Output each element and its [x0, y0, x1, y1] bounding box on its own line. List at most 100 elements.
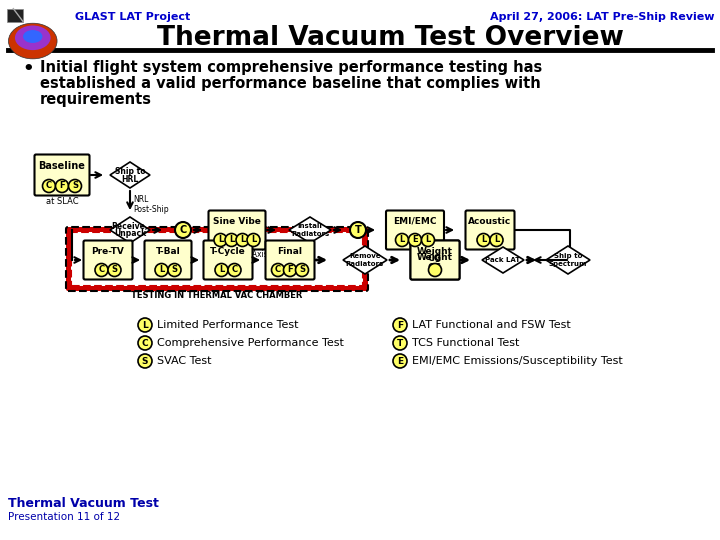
- Circle shape: [421, 233, 434, 246]
- Text: Comprehensive Performance Test: Comprehensive Performance Test: [157, 338, 344, 348]
- Text: Radiators: Radiators: [346, 261, 384, 267]
- Text: EMI/EMC Emissions/Susceptibility Test: EMI/EMC Emissions/Susceptibility Test: [412, 356, 623, 366]
- Text: C: C: [231, 266, 238, 274]
- Text: SVAC Test: SVAC Test: [157, 356, 212, 366]
- Text: L: L: [142, 321, 148, 329]
- Circle shape: [42, 179, 55, 192]
- Circle shape: [408, 233, 421, 246]
- Circle shape: [138, 354, 152, 368]
- Text: April 27, 2006: LAT Pre-Ship Review: April 27, 2006: LAT Pre-Ship Review: [490, 12, 715, 22]
- Text: Presentation 11 of 12: Presentation 11 of 12: [8, 512, 120, 522]
- Text: Limited Performance Test: Limited Performance Test: [157, 320, 299, 330]
- Polygon shape: [289, 217, 331, 243]
- Circle shape: [393, 336, 407, 350]
- Text: Receive,: Receive,: [112, 221, 148, 231]
- Circle shape: [395, 233, 408, 246]
- Circle shape: [236, 233, 249, 246]
- Text: C: C: [142, 339, 148, 348]
- Text: Unpack: Unpack: [114, 230, 146, 239]
- Text: C: C: [99, 266, 104, 274]
- Circle shape: [175, 222, 191, 238]
- Ellipse shape: [9, 23, 57, 59]
- Polygon shape: [110, 162, 150, 188]
- Polygon shape: [110, 217, 150, 243]
- Text: Thermal Vacuum Test Overview: Thermal Vacuum Test Overview: [156, 25, 624, 51]
- Circle shape: [95, 264, 108, 276]
- Circle shape: [68, 179, 81, 192]
- Text: T: T: [397, 339, 403, 348]
- Circle shape: [138, 318, 152, 332]
- Polygon shape: [482, 247, 524, 273]
- Text: •: •: [22, 60, 34, 78]
- Text: Ship to: Ship to: [114, 166, 145, 176]
- FancyBboxPatch shape: [209, 211, 266, 249]
- Text: Ship to: Ship to: [554, 253, 582, 259]
- Text: T-Bal: T-Bal: [156, 247, 181, 256]
- Text: L: L: [494, 235, 499, 245]
- Text: CG: CG: [428, 264, 442, 273]
- Bar: [7, 9, 23, 22]
- Circle shape: [350, 222, 366, 238]
- FancyBboxPatch shape: [410, 240, 459, 280]
- Circle shape: [228, 264, 241, 276]
- Text: C: C: [179, 225, 186, 235]
- Text: Pack LAT: Pack LAT: [485, 257, 521, 263]
- Ellipse shape: [15, 25, 50, 50]
- Text: L: L: [426, 235, 431, 245]
- Text: L: L: [219, 266, 224, 274]
- Text: F: F: [397, 321, 403, 329]
- Circle shape: [393, 354, 407, 368]
- FancyBboxPatch shape: [145, 240, 192, 280]
- Text: F: F: [287, 266, 293, 274]
- Polygon shape: [343, 246, 387, 274]
- Circle shape: [393, 318, 407, 332]
- FancyBboxPatch shape: [266, 240, 315, 280]
- Text: requirements: requirements: [40, 92, 152, 107]
- FancyBboxPatch shape: [386, 211, 444, 249]
- Text: T-Cycle: T-Cycle: [210, 247, 246, 256]
- Text: L: L: [229, 235, 234, 245]
- Circle shape: [225, 233, 238, 246]
- Text: Thermal Vacuum Test: Thermal Vacuum Test: [8, 497, 159, 510]
- Ellipse shape: [23, 30, 42, 43]
- Text: L: L: [218, 235, 223, 245]
- Text: L: L: [481, 235, 486, 245]
- Circle shape: [247, 233, 260, 246]
- Text: S: S: [142, 356, 148, 366]
- FancyBboxPatch shape: [204, 240, 253, 280]
- Text: Post-Axis: Post-Axis: [233, 250, 269, 259]
- Text: Initial flight system comprehensive performance testing has: Initial flight system comprehensive perf…: [40, 60, 542, 75]
- Circle shape: [490, 233, 503, 246]
- Text: Radiators: Radiators: [291, 231, 329, 237]
- Circle shape: [138, 336, 152, 350]
- Text: established a valid performance baseline that complies with: established a valid performance baseline…: [40, 76, 541, 91]
- Text: LAT Functional and FSW Test: LAT Functional and FSW Test: [412, 320, 571, 330]
- Circle shape: [55, 179, 68, 192]
- Text: HRL: HRL: [122, 174, 139, 184]
- Text: Install: Install: [297, 223, 323, 229]
- Text: GLAST LAT Project: GLAST LAT Project: [75, 12, 190, 22]
- Circle shape: [215, 264, 228, 276]
- Text: L: L: [159, 266, 164, 274]
- Circle shape: [284, 264, 297, 276]
- FancyBboxPatch shape: [66, 227, 368, 291]
- Text: C: C: [46, 181, 52, 191]
- Text: TESTING IN THERMAL VAC CHAMBER: TESTING IN THERMAL VAC CHAMBER: [131, 291, 302, 300]
- Text: S: S: [112, 266, 117, 274]
- Circle shape: [155, 264, 168, 276]
- Circle shape: [168, 264, 181, 276]
- Text: Weight: Weight: [417, 247, 453, 256]
- Text: NRL
Post-Ship: NRL Post-Ship: [133, 195, 168, 214]
- Text: S: S: [171, 266, 178, 274]
- Circle shape: [477, 233, 490, 246]
- Text: CG: CG: [428, 254, 442, 263]
- Text: at SLAC: at SLAC: [45, 197, 78, 206]
- Text: EMI/EMC: EMI/EMC: [393, 217, 437, 226]
- Text: E: E: [412, 235, 418, 245]
- Text: L: L: [240, 235, 245, 245]
- FancyBboxPatch shape: [84, 240, 132, 280]
- Text: L: L: [400, 235, 405, 245]
- Text: Pre-TV: Pre-TV: [91, 247, 125, 256]
- Circle shape: [271, 264, 284, 276]
- Text: E: E: [397, 356, 403, 366]
